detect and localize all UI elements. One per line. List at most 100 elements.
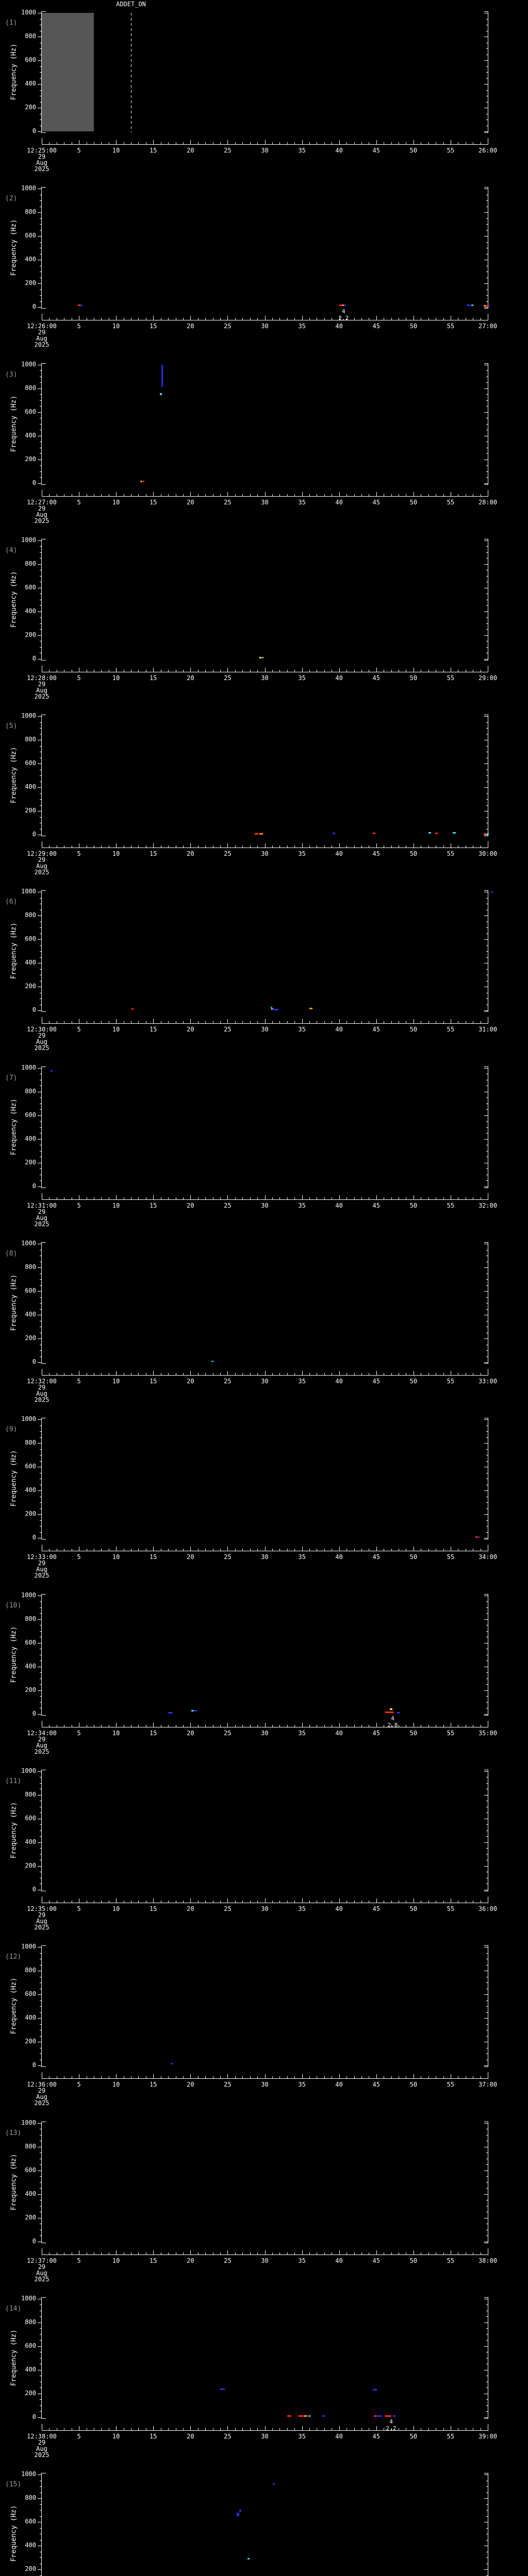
x-tick-label: 10: [112, 498, 120, 506]
x-tick: [294, 669, 295, 672]
x-tick: [168, 845, 169, 848]
x-tick: [183, 1549, 184, 1551]
x-tick-label: 55: [447, 323, 455, 330]
y-tick: [40, 1836, 42, 1837]
x-tick: [354, 2252, 355, 2255]
x-tick: [346, 494, 348, 496]
spectrogram-panel: 0 200 400 600 800 1000 Frequency (Hz) (2) 12:26:…: [0, 176, 528, 351]
detection-mark: [390, 1708, 392, 1710]
x-tick: [242, 2252, 243, 2255]
x-tick: [190, 140, 191, 144]
x-tick: [265, 1898, 266, 1903]
y-tick-label: 1000: [21, 1063, 36, 1071]
y-tick-label: 600: [25, 1111, 36, 1118]
detection-mark: [287, 2415, 291, 2417]
y-tick: [484, 1619, 488, 1620]
x-tick: [354, 494, 355, 496]
y-tick: [40, 465, 42, 466]
x-tick: [205, 1900, 206, 1903]
x-tick-label: 50: [409, 1201, 418, 1209]
x-tick: [101, 1549, 102, 1551]
y-tick: [486, 799, 488, 800]
detection-mark: [486, 833, 489, 835]
x-tick: [279, 2076, 280, 2079]
y-tick: [40, 1297, 42, 1298]
x-tick: [197, 2428, 199, 2430]
x-tick: [391, 1900, 392, 1903]
x-tick: [346, 1021, 348, 1024]
x-tick: [190, 1722, 191, 1727]
x-tick: [190, 2074, 191, 2079]
detection-annotation: 4: [391, 1715, 394, 1722]
y-tick: [486, 546, 488, 547]
y-tick: [486, 2399, 488, 2400]
y-tick: [38, 307, 42, 308]
y-axis-title: Frequency (Hz): [10, 1450, 18, 1507]
x-tick: [183, 142, 184, 144]
x-tick: [49, 1197, 50, 1199]
detection-mark: [393, 2415, 395, 2417]
y-tick: [40, 295, 42, 296]
x-tick: [242, 2076, 243, 2079]
x-tick-label: 45: [372, 1378, 380, 1385]
x-tick: [265, 2250, 266, 2255]
y-tick: [486, 2206, 488, 2207]
y-axis-title: Frequency (Hz): [10, 1098, 18, 1156]
x-tick: [49, 142, 50, 144]
y-tick: [486, 1121, 488, 1122]
x-tick: [220, 1549, 221, 1551]
x-tick-label: 45: [372, 1729, 380, 1737]
x-tick-label: 25: [224, 850, 232, 858]
x-axis-date-line: 2025: [34, 1748, 50, 1755]
x-tick: [168, 2428, 169, 2430]
y-tick-label: 0: [32, 303, 36, 311]
x-tick: [168, 1021, 169, 1024]
x-tick-label: 20: [187, 147, 194, 154]
y-tick-label: 800: [25, 911, 36, 919]
x-tick: [205, 142, 206, 144]
x-tick-label: 40: [335, 1201, 343, 1209]
y-tick: [486, 2182, 488, 2183]
x-axis-date-line: 2025: [34, 2275, 50, 2283]
x-tick: [168, 1549, 169, 1551]
x-tick: [443, 2428, 444, 2430]
y-tick: [40, 2134, 42, 2136]
x-tick: [116, 2250, 117, 2255]
x-tick: [428, 2076, 429, 2079]
y-tick: [40, 2528, 42, 2529]
x-tick: [168, 1373, 169, 1376]
y-tick: [40, 1607, 42, 1608]
y-tick: [486, 629, 488, 630]
x-tick: [227, 667, 228, 672]
panel-number-label: (4): [5, 546, 18, 554]
spectrogram-panel: 0 200 400 600 800 1000 Frequency (Hz) (4) 12:28:…: [0, 528, 528, 703]
x-axis-date-line: Aug: [36, 686, 47, 694]
y-tick: [486, 817, 488, 818]
y-tick: [40, 2358, 42, 2359]
y-tick-label: 200: [25, 2565, 36, 2573]
y-tick: [38, 787, 42, 788]
spectrogram-panel: 0 200 400 600 800 1000 Frequency (Hz) (8) 12:32:…: [0, 1231, 528, 1406]
x-tick-label: 25: [224, 2081, 232, 2089]
x-tick: [391, 1021, 392, 1024]
y-tick: [40, 1520, 42, 1521]
x-tick-label: 35: [298, 323, 306, 330]
y-tick: [40, 253, 42, 255]
x-tick: [428, 1373, 429, 1376]
x-tick: [205, 2076, 206, 2079]
x-tick-label: 35: [298, 1905, 306, 1912]
y-tick: [486, 66, 488, 67]
y-tick: [40, 394, 42, 395]
y-tick-label: 0: [32, 1182, 36, 1190]
x-tick: [361, 845, 362, 848]
detection-mark: [333, 832, 336, 834]
y-tick: [486, 2504, 488, 2505]
x-tick-label: 35: [298, 498, 306, 506]
y-tick: [40, 2006, 42, 2007]
x-axis: [42, 496, 488, 497]
x-tick: [428, 1549, 429, 1551]
x-tick: [250, 1549, 251, 1551]
x-tick: [376, 2074, 377, 2079]
x-end-time-label: 36:00: [478, 1905, 498, 1912]
y-axis-title: Frequency (Hz): [10, 1977, 18, 2035]
